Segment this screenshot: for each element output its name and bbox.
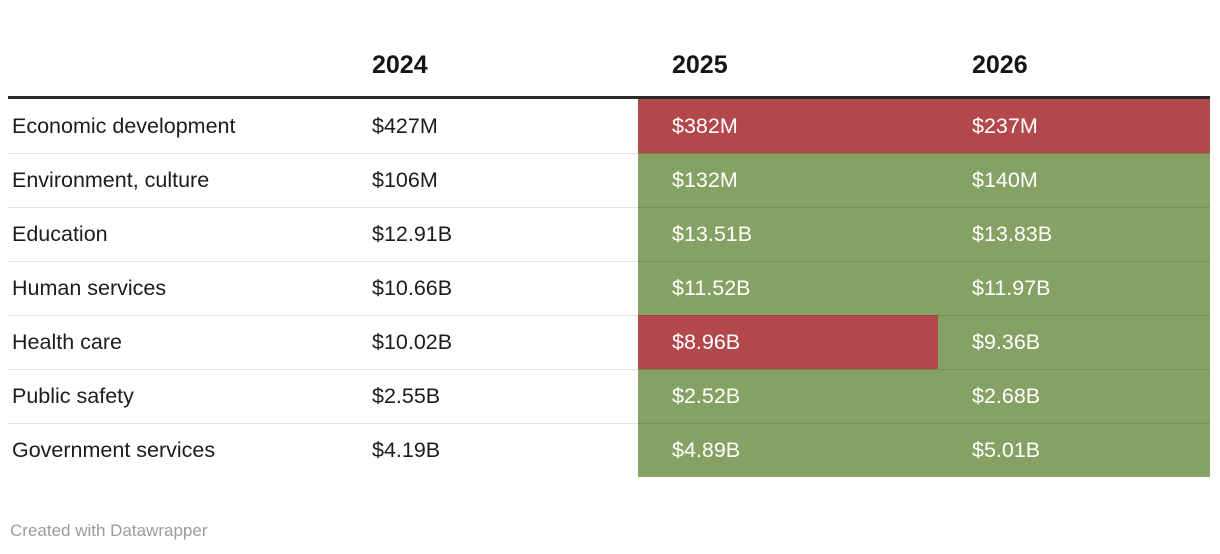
row-label: Environment, culture <box>8 153 338 207</box>
table-row: Economic development $427M $382M $237M <box>8 99 1210 153</box>
table-row: Public safety $2.55B $2.52B $2.68B <box>8 369 1210 423</box>
cell-2024: $10.66B <box>338 261 638 315</box>
budget-comparison-table: 2024 2025 2026 Economic development $427… <box>8 0 1210 477</box>
cell-2026: $140M <box>938 153 1210 207</box>
table-row: Education $12.91B $13.51B $13.83B <box>8 207 1210 261</box>
row-label: Public safety <box>8 369 338 423</box>
cell-2024: $427M <box>372 113 438 138</box>
cell-2024: $2.55B <box>338 369 638 423</box>
table-body: Economic development $427M $382M $237M E… <box>8 99 1210 477</box>
table-header-row: 2024 2025 2026 <box>8 0 1210 99</box>
row-label: Government services <box>8 423 338 477</box>
cell-2025: $8.96B <box>638 315 938 369</box>
cell-2025: $132M <box>638 153 938 207</box>
cell-2025: $382M <box>638 99 938 153</box>
cell-2026: $2.68B <box>938 369 1210 423</box>
cell-2025: $2.52B <box>638 369 938 423</box>
cell-2024: $4.19B <box>338 423 638 477</box>
cell-2024: $106M <box>338 153 638 207</box>
cell-2025: $11.52B <box>638 261 938 315</box>
row-label: Economic development <box>12 113 236 138</box>
row-label: Health care <box>8 315 338 369</box>
column-header-2025: 2025 <box>672 50 728 79</box>
cell-2024: $12.91B <box>338 207 638 261</box>
cell-2025: $13.51B <box>638 207 938 261</box>
row-label: Education <box>8 207 338 261</box>
table-row: Health care $10.02B $8.96B $9.36B <box>8 315 1210 369</box>
cell-2026: $11.97B <box>938 261 1210 315</box>
table-row: Human services $10.66B $11.52B $11.97B <box>8 261 1210 315</box>
table-row: Environment, culture $106M $132M $140M <box>8 153 1210 207</box>
cell-2026: $13.83B <box>938 207 1210 261</box>
cell-2026: $9.36B <box>938 315 1210 369</box>
table-row: Government services $4.19B $4.89B $5.01B <box>8 423 1210 477</box>
cell-2026: $237M <box>938 99 1210 153</box>
datawrapper-attribution-link[interactable]: Created with Datawrapper <box>10 521 208 540</box>
cell-2026: $5.01B <box>938 423 1210 477</box>
cell-2024: $10.02B <box>338 315 638 369</box>
column-header-2024: 2024 <box>372 50 428 79</box>
cell-2025: $4.89B <box>638 423 938 477</box>
row-label: Human services <box>8 261 338 315</box>
column-header-2026: 2026 <box>972 50 1028 79</box>
